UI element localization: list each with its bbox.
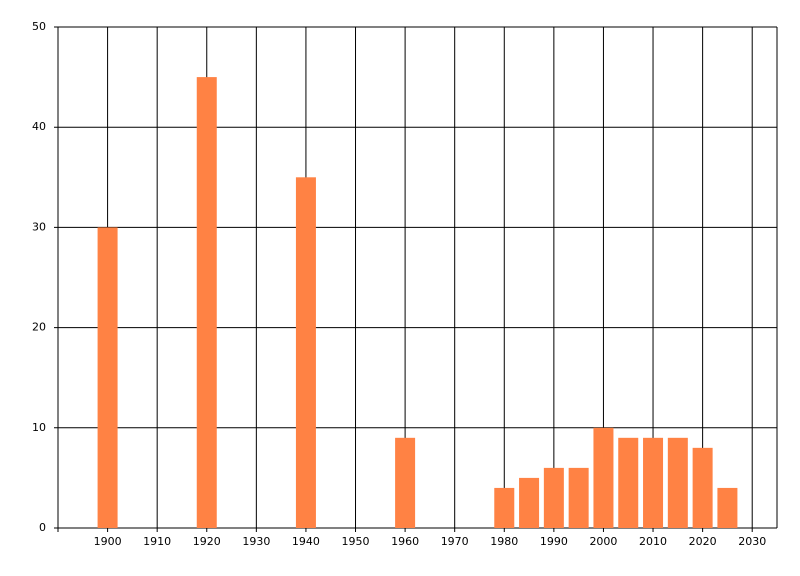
- bar: [494, 487, 515, 528]
- x-tick-label: 2020: [689, 535, 717, 548]
- y-tick-label: 0: [39, 521, 46, 534]
- bar: [643, 437, 664, 528]
- bar: [568, 467, 589, 528]
- x-tick-label: 1920: [193, 535, 221, 548]
- y-tick-label: 30: [32, 220, 46, 233]
- bar: [97, 227, 118, 528]
- x-tick-label: 2030: [738, 535, 766, 548]
- x-tick-label: 1930: [242, 535, 270, 548]
- x-tick-label: 1990: [540, 535, 568, 548]
- x-tick-label: 1960: [391, 535, 419, 548]
- x-tick-label: 2000: [589, 535, 617, 548]
- x-tick-label: 1910: [143, 535, 171, 548]
- x-tick-label: 2010: [639, 535, 667, 548]
- x-tick-label: 1940: [292, 535, 320, 548]
- bar: [692, 447, 713, 528]
- x-tick-label: 1980: [490, 535, 518, 548]
- bar: [196, 77, 217, 528]
- bar: [519, 477, 540, 528]
- bar: [395, 437, 416, 528]
- y-tick-label: 20: [32, 321, 46, 334]
- x-tick-label: 1900: [94, 535, 122, 548]
- x-tick-label: 1970: [441, 535, 469, 548]
- bar: [618, 437, 639, 528]
- bar: [593, 427, 614, 528]
- y-tick-label: 40: [32, 120, 46, 133]
- bar: [295, 177, 316, 529]
- x-tick-label: 1950: [342, 535, 370, 548]
- bar: [717, 487, 738, 528]
- bar: [543, 467, 564, 528]
- y-tick-label: 50: [32, 20, 46, 33]
- y-tick-label: 10: [32, 421, 46, 434]
- bar: [667, 437, 688, 528]
